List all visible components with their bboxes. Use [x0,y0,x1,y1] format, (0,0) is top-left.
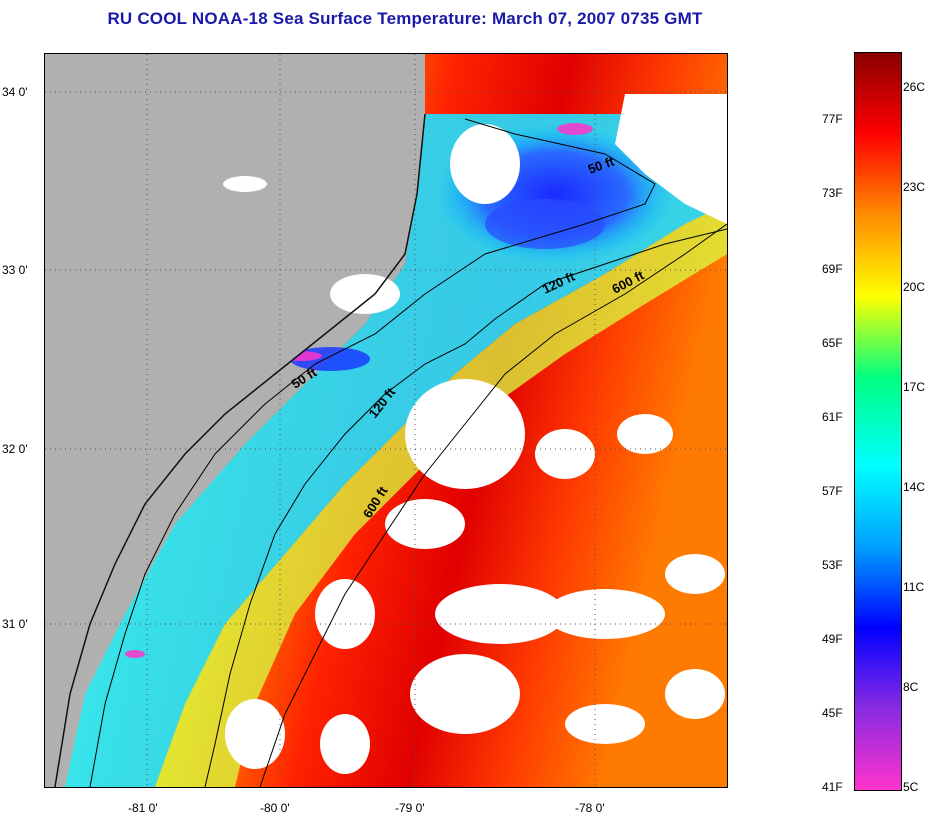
sst-map: 50 ft 120 ft 600 ft 50 ft 120 ft 600 ft [44,53,728,788]
colorbar-f-label: 41F [822,780,843,794]
colorbar-f-label: 53F [822,558,843,572]
coastline [54,113,426,787]
land-mask [45,54,425,787]
colorbar-f-label: 77F [822,112,843,126]
colorbar-c-label: 26C [903,80,926,94]
colorbar-f-label: 65F [822,336,843,350]
colorbar-f-label: 57F [822,484,843,498]
lon-label: -78 0' [575,801,605,815]
sst-map-canvas: 50 ft 120 ft 600 ft 50 ft 120 ft 600 ft [45,54,727,787]
lon-label: -81 0' [128,801,158,815]
lat-label: 32 0' [2,442,28,456]
lon-label: -80 0' [260,801,290,815]
colorbar-c-label: 5C [903,780,919,794]
graticule [45,54,727,787]
lat-label: 33 0' [2,263,28,277]
colorbar-c-label: 23C [903,180,926,194]
lon-label: -79 0' [395,801,425,815]
shelf-transition-band [155,204,727,787]
map-title: RU COOL NOAA-18 Sea Surface Temperature:… [107,9,703,28]
lat-label: 31 0' [2,617,28,631]
colorbar-f-label: 69F [822,262,843,276]
colorbar-c-label: 8C [903,680,919,694]
coastal-cool-band [65,114,727,787]
colorbar-f-label: 49F [822,632,843,646]
cloud-mask [223,94,727,774]
isobath-120ft [204,228,727,787]
colorbar-c-label: 17C [903,380,926,394]
colorbar-f-label: 73F [822,186,843,200]
colorbar-c-label: 14C [903,480,926,494]
colorbar [854,52,902,791]
isobath-50ft [89,118,656,787]
isobath-600ft [259,223,727,787]
colorbar-c-label: 20C [903,280,926,294]
colorbar-f-label: 45F [822,706,843,720]
lat-label: 34 0' [2,85,28,99]
colorbar-c-label: 11C [903,580,925,594]
colorbar-f-label: 61F [822,410,843,424]
